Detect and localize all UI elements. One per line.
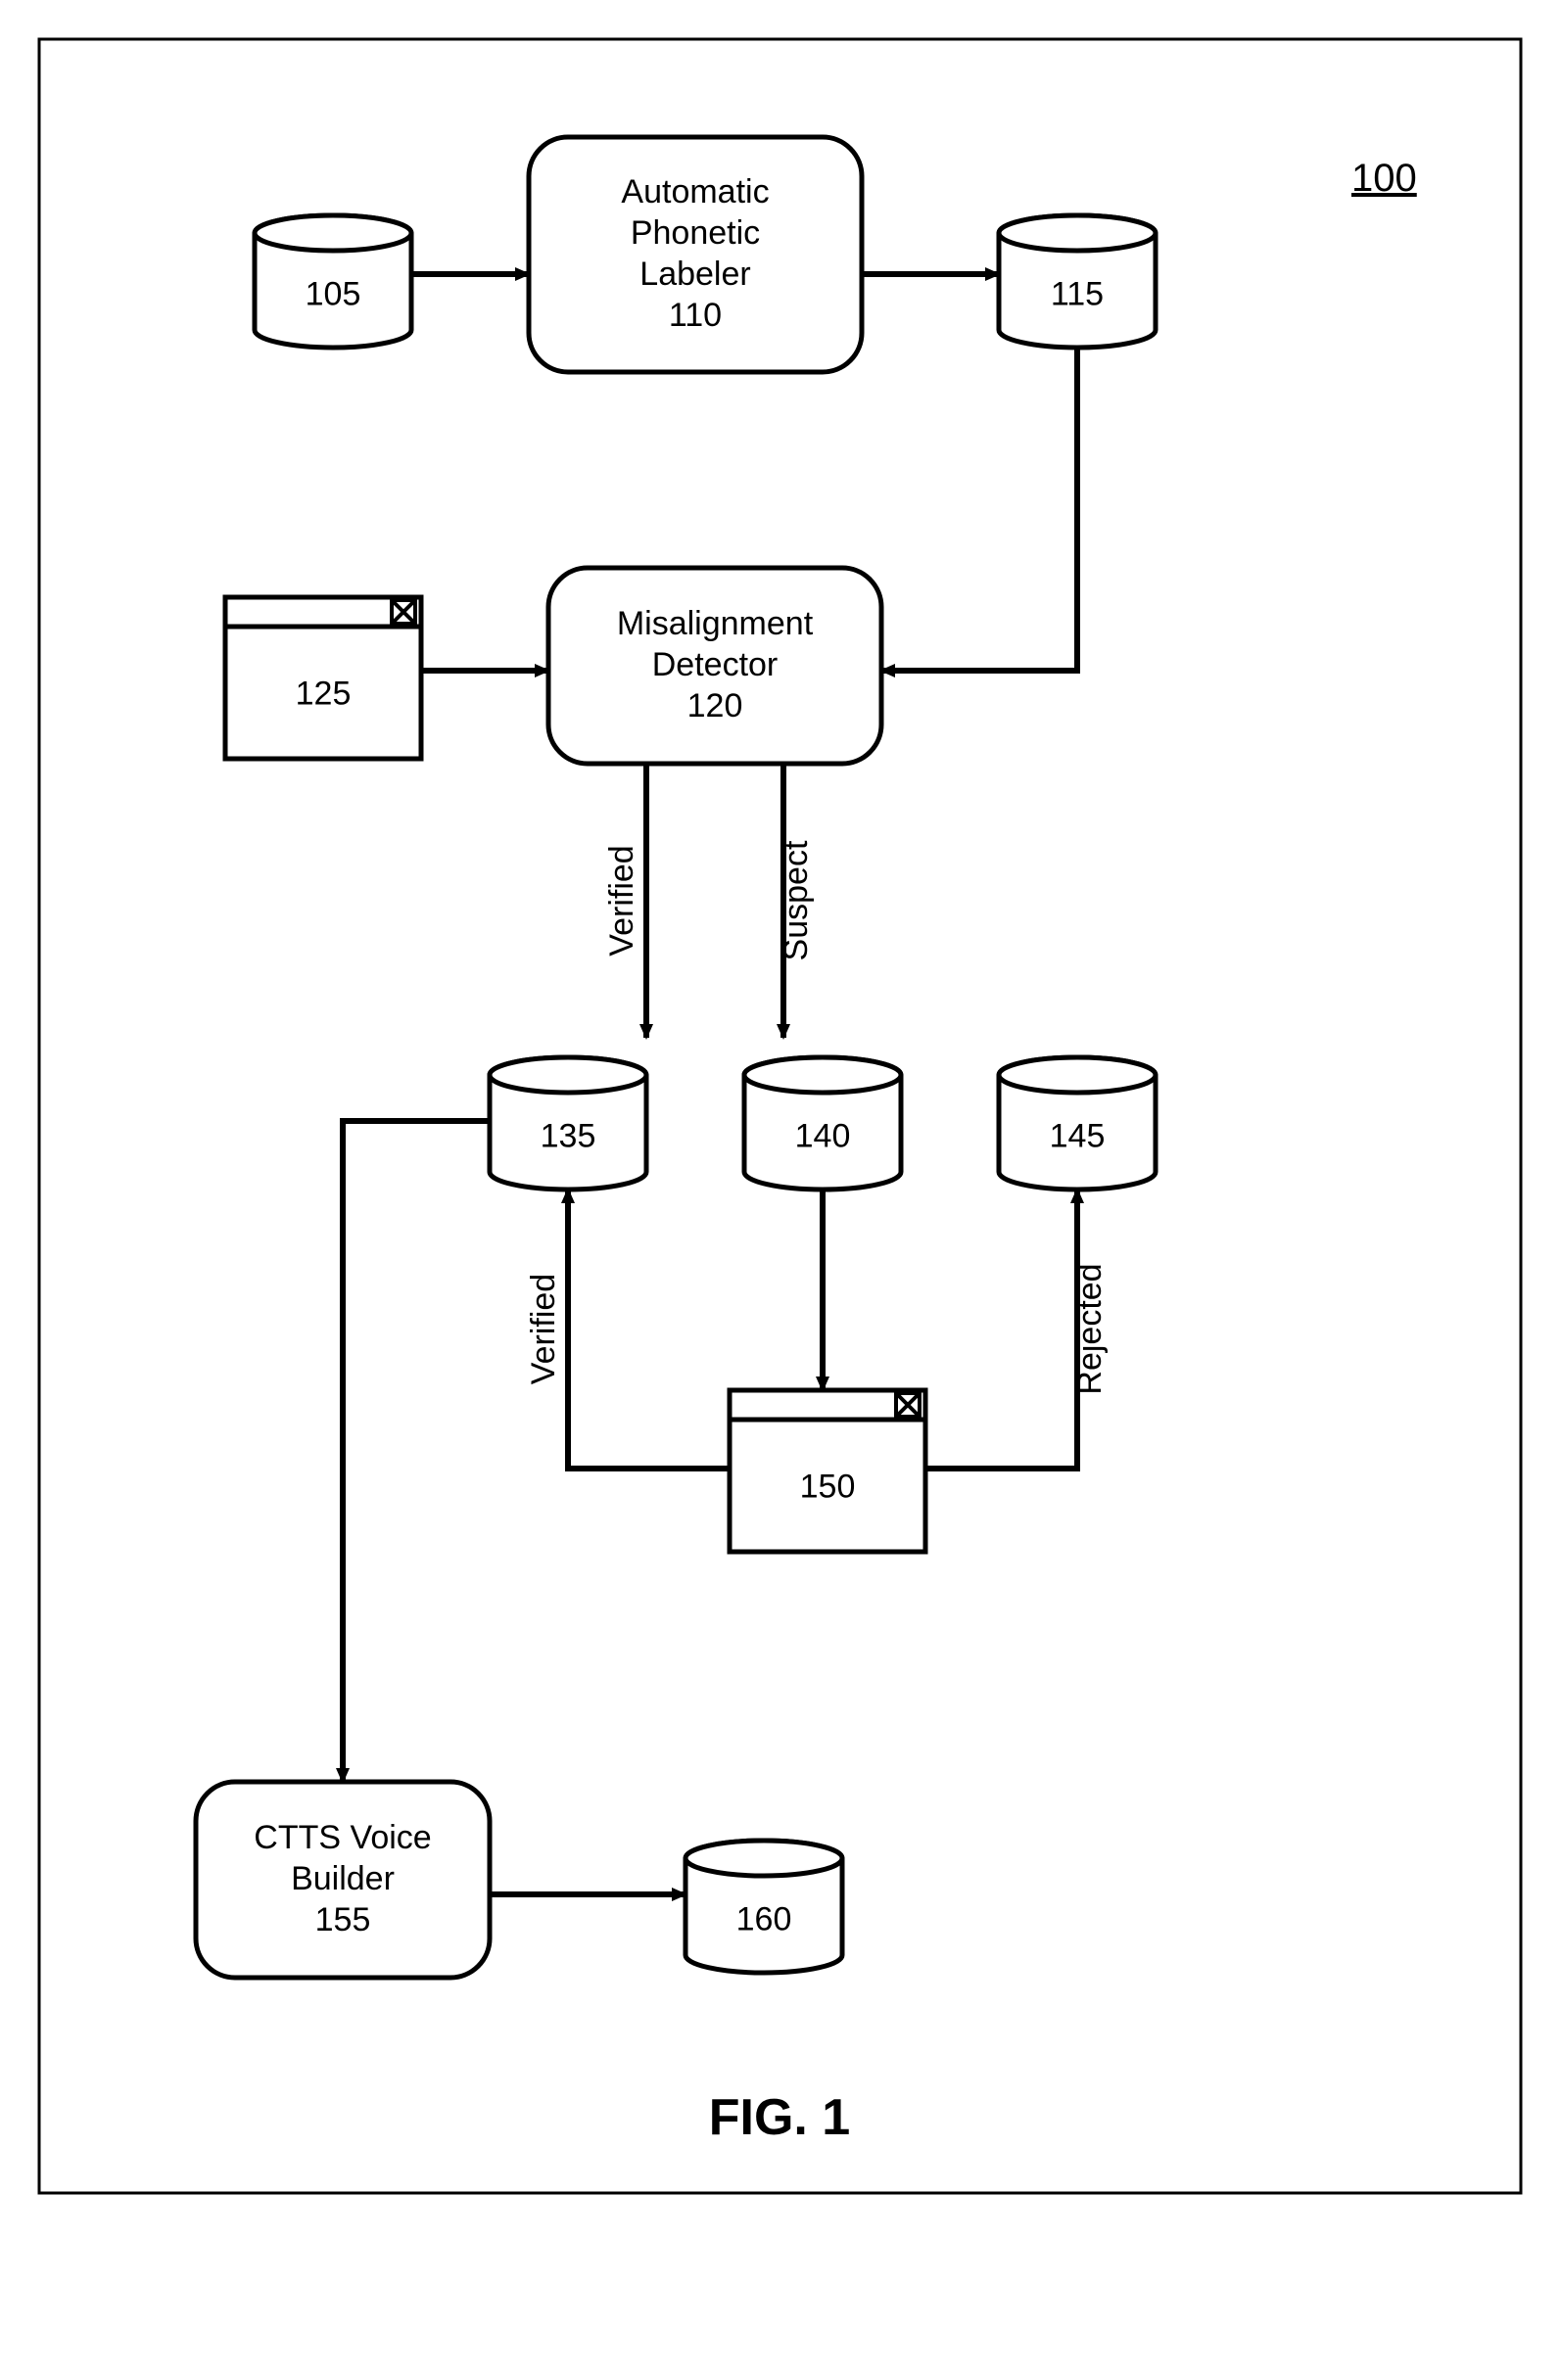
roundbox-line-box110-0: Automatic bbox=[621, 173, 769, 210]
edge-label-5: Suspect bbox=[778, 840, 815, 960]
edge-win150-db145 bbox=[925, 1190, 1077, 1469]
figure-title: FIG. 1 bbox=[709, 2089, 850, 2146]
cylinder-label-db140: 140 bbox=[795, 1118, 851, 1155]
roundbox-box110: Automatic Phonetic Labeler 110 bbox=[529, 137, 862, 372]
roundbox-line-box110-2: Labeler bbox=[639, 256, 750, 293]
edge-label-4: Verified bbox=[603, 845, 640, 956]
edge-db115-box120 bbox=[881, 348, 1077, 671]
roundbox-line-box110-3: 110 bbox=[669, 297, 722, 334]
edge-win150-db135 bbox=[568, 1190, 730, 1469]
roundbox-box155: CTTS Voice Builder 155 bbox=[196, 1782, 490, 1978]
roundbox-line-box120-2: 120 bbox=[687, 687, 743, 724]
cylinder-label-db135: 135 bbox=[541, 1118, 596, 1155]
cylinder-db105: 105 bbox=[255, 215, 411, 348]
window-win125: 125 bbox=[225, 597, 421, 759]
cylinder-label-db105: 105 bbox=[306, 276, 361, 313]
cylinder-db115: 115 bbox=[999, 215, 1156, 348]
roundbox-line-box110-1: Phonetic bbox=[631, 214, 760, 252]
cylinder-label-db115: 115 bbox=[1051, 276, 1104, 313]
cylinder-db145: 145 bbox=[999, 1057, 1156, 1190]
edge-label-7: Verified bbox=[525, 1274, 562, 1384]
cylinder-db135: 135 bbox=[490, 1057, 646, 1190]
roundbox-line-box155-0: CTTS Voice bbox=[254, 1819, 431, 1856]
window-label-win150: 150 bbox=[800, 1469, 856, 1506]
roundbox-line-box155-1: Builder bbox=[291, 1860, 395, 1897]
roundbox-line-box120-1: Detector bbox=[652, 646, 779, 683]
cylinder-db160: 160 bbox=[685, 1841, 842, 1973]
window-win150: 150 bbox=[730, 1390, 925, 1552]
cylinder-label-db145: 145 bbox=[1050, 1118, 1106, 1155]
window-label-win125: 125 bbox=[296, 676, 352, 713]
roundbox-line-box155-2: 155 bbox=[315, 1901, 371, 1938]
figure-reference: 100 bbox=[1351, 157, 1417, 200]
edge-db135-box155 bbox=[343, 1121, 490, 1782]
edge-label-8: Rejected bbox=[1071, 1263, 1109, 1394]
roundbox-box120: Misalignment Detector 120 bbox=[548, 568, 881, 764]
roundbox-line-box120-0: Misalignment bbox=[617, 605, 814, 642]
cylinder-label-db160: 160 bbox=[736, 1901, 792, 1938]
cylinder-db140: 140 bbox=[744, 1057, 901, 1190]
